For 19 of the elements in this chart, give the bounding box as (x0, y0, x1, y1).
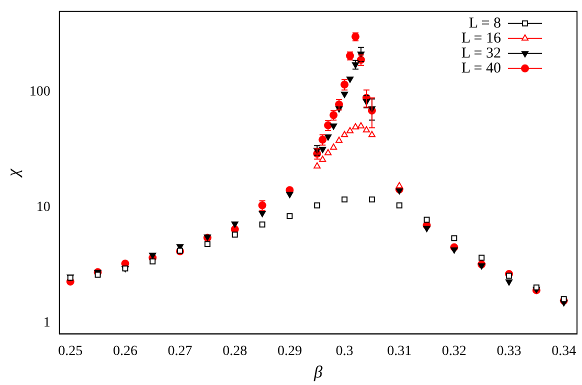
y-tick-label: 100 (29, 84, 50, 100)
y-tick-label: 1 (43, 315, 50, 330)
legend-label: L = 40 (461, 60, 501, 76)
x-tick-label: 0.27 (168, 344, 192, 359)
y-tick-label: 10 (36, 200, 50, 215)
legend-label: L = 16 (461, 30, 502, 46)
x-tick-label: 0.26 (112, 344, 138, 359)
x-tick-label: 0.34 (552, 344, 576, 359)
legend-label: L = 8 (468, 15, 501, 32)
x-tick-label: 0.3 (336, 344, 354, 359)
legend-label: L = 32 (461, 45, 501, 62)
x-tick-label: 0.29 (277, 344, 302, 359)
x-tick-label: 0.33 (496, 344, 522, 359)
x-axis-title: β (312, 362, 323, 382)
x-tick-label: 0.25 (58, 344, 83, 359)
x-tick-label: 0.31 (387, 344, 412, 359)
y-axis-title: χ (4, 168, 23, 178)
x-tick-label: 0.32 (442, 344, 466, 359)
x-tick-label: 0.28 (222, 344, 248, 359)
